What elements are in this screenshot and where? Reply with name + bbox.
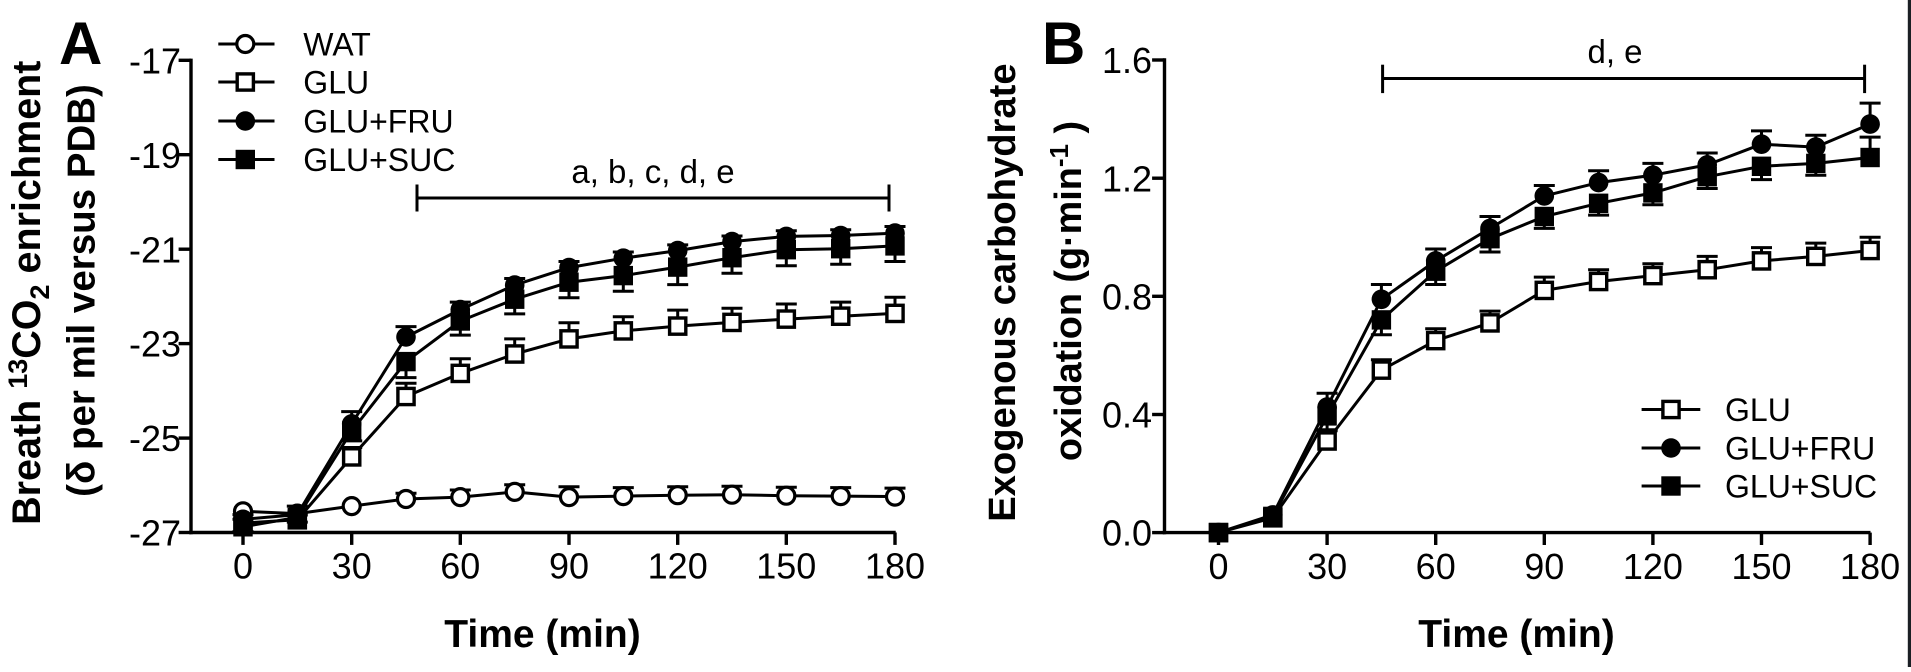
svg-text:0.0: 0.0 bbox=[1102, 513, 1152, 554]
svg-text:-21: -21 bbox=[129, 229, 181, 270]
svg-text:GLU+FRU: GLU+FRU bbox=[303, 104, 453, 140]
svg-text:Breath 13CO2 enrichment: Breath 13CO2 enrichment bbox=[3, 61, 55, 525]
svg-text:oxidation (g·min-1 ): oxidation (g·min-1 ) bbox=[1044, 121, 1090, 461]
svg-text:(δ per mil versus PDB): (δ per mil versus PDB) bbox=[61, 84, 104, 497]
svg-text:A: A bbox=[59, 10, 102, 77]
svg-text:90: 90 bbox=[549, 546, 589, 587]
svg-text:1.6: 1.6 bbox=[1102, 40, 1152, 81]
svg-text:30: 30 bbox=[1307, 546, 1347, 587]
svg-text:0.8: 0.8 bbox=[1102, 276, 1152, 317]
svg-text:120: 120 bbox=[1623, 546, 1683, 587]
svg-text:-27: -27 bbox=[129, 513, 181, 554]
svg-text:a, b, c, d, e: a, b, c, d, e bbox=[571, 153, 734, 190]
svg-text:-25: -25 bbox=[129, 418, 181, 459]
svg-text:GLU+FRU: GLU+FRU bbox=[1725, 431, 1875, 467]
svg-text:60: 60 bbox=[440, 546, 480, 587]
svg-text:WAT: WAT bbox=[303, 27, 371, 63]
svg-text:180: 180 bbox=[865, 546, 925, 587]
svg-text:GLU: GLU bbox=[303, 65, 369, 101]
svg-text:0: 0 bbox=[1208, 546, 1228, 587]
svg-text:-23: -23 bbox=[129, 324, 181, 365]
svg-text:Time (min): Time (min) bbox=[1418, 613, 1614, 656]
svg-text:120: 120 bbox=[648, 546, 708, 587]
svg-text:GLU+SUC: GLU+SUC bbox=[1725, 469, 1877, 505]
svg-text:180: 180 bbox=[1840, 546, 1900, 587]
svg-text:d, e: d, e bbox=[1587, 33, 1642, 70]
svg-text:Time (min): Time (min) bbox=[444, 613, 640, 656]
svg-text:Exogenous carbohydrate: Exogenous carbohydrate bbox=[981, 63, 1024, 521]
svg-text:0: 0 bbox=[233, 546, 253, 587]
svg-text:0.4: 0.4 bbox=[1102, 395, 1152, 436]
svg-text:1.2: 1.2 bbox=[1102, 158, 1152, 199]
svg-text:GLU: GLU bbox=[1725, 392, 1791, 428]
svg-text:-19: -19 bbox=[129, 135, 181, 176]
svg-text:B: B bbox=[1042, 10, 1085, 77]
svg-text:-17: -17 bbox=[129, 40, 181, 81]
svg-text:60: 60 bbox=[1416, 546, 1456, 587]
svg-text:150: 150 bbox=[756, 546, 816, 587]
svg-text:90: 90 bbox=[1524, 546, 1564, 587]
svg-text:30: 30 bbox=[332, 546, 372, 587]
svg-text:150: 150 bbox=[1731, 546, 1791, 587]
svg-text:GLU+SUC: GLU+SUC bbox=[303, 142, 455, 178]
